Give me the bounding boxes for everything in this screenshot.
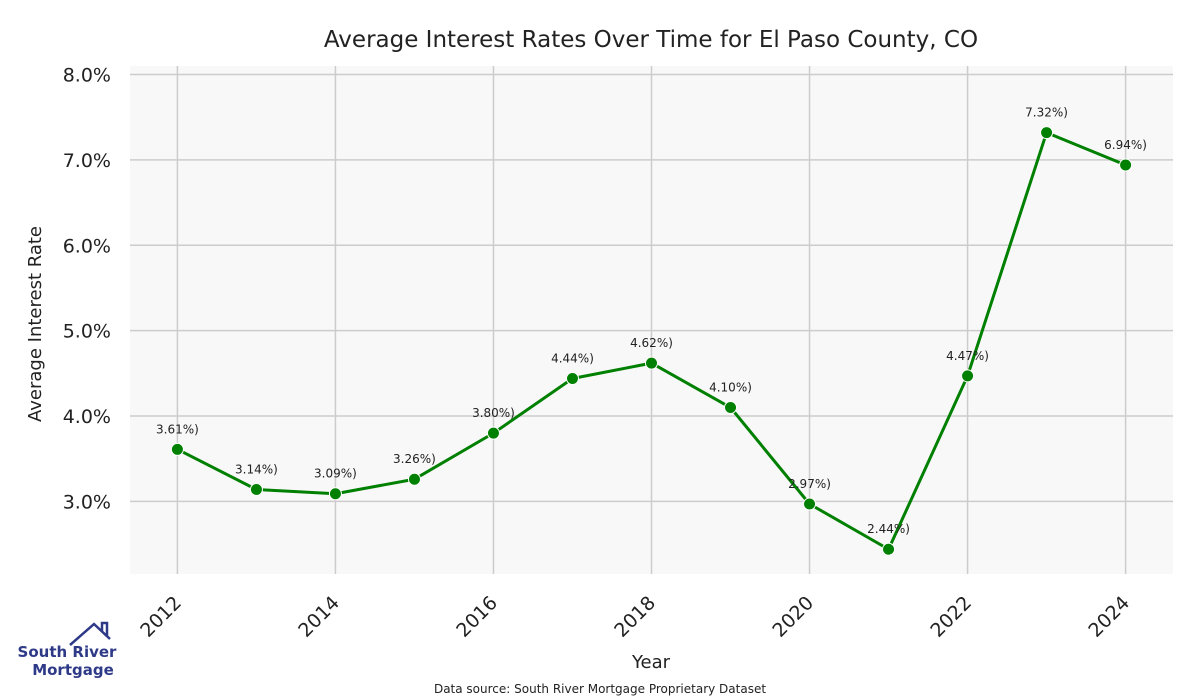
data-label-2013: 3.14%) [235,462,278,476]
data-points [170,126,1133,556]
x-tick-label: 2020 [768,592,818,642]
data-label-2024: 6.94%) [1104,138,1147,152]
y-tick-label: 3.0% [63,491,111,513]
x-tick-label: 2024 [1084,592,1134,642]
x-axis-ticks: 2012 2014 2016 2018 2020 2022 2024 [136,592,1134,642]
data-label-2018: 4.62%) [630,336,673,350]
x-tick-label: 2014 [294,592,344,642]
y-axis-label: Average Interest Rate [25,226,46,422]
data-label-2021: 2.44%) [867,522,910,536]
data-label-2020: 2.97%) [788,477,831,491]
y-tick-label: 4.0% [63,406,111,428]
y-tick-label: 8.0% [63,65,111,87]
data-point-2015 [407,472,421,486]
data-point-2022 [961,369,975,383]
x-axis-label: Year [631,652,671,673]
data-point-2019 [724,401,738,415]
x-tick-label: 2018 [610,592,660,642]
source-note: Data source: South River Mortgage Propri… [434,682,766,696]
x-tick-label: 2016 [452,592,502,642]
data-label-2017: 4.44%) [551,351,594,365]
data-point-2024 [1119,158,1133,172]
grid [130,66,1173,574]
chart-title: Average Interest Rates Over Time for El … [324,27,978,53]
data-point-2014 [328,487,342,501]
logo-text-line2: Mortgage [32,661,114,679]
company-logo: South River Mortgage [18,621,118,679]
data-label-2016: 3.80%) [472,406,515,420]
data-label-2014: 3.09%) [314,467,357,481]
data-label-2019: 4.10%) [709,381,752,395]
x-tick-label: 2012 [136,592,186,642]
data-labels: 3.61%) 3.14%) 3.09%) 3.26%) 3.80%) 4.44%) 4.62… [156,106,1147,537]
y-tick-label: 6.0% [63,235,111,257]
data-point-2016 [486,426,500,440]
data-point-2023 [1040,126,1054,140]
data-point-2021 [882,542,896,556]
data-point-2017 [565,371,579,385]
x-tick-label: 2022 [926,592,976,642]
data-label-2023: 7.32%) [1025,106,1068,120]
data-point-2020 [803,497,817,511]
house-roof-icon [69,621,111,646]
y-axis-ticks: 3.0% 4.0% 5.0% 6.0% 7.0% 8.0% [63,65,111,514]
logo-text-line1: South River [18,643,118,661]
y-tick-label: 7.0% [63,150,111,172]
data-label-2015: 3.26%) [393,452,436,466]
data-label-2022: 4.47%) [946,349,989,363]
data-point-2013 [249,482,263,496]
data-label-2012: 3.61%) [156,422,199,436]
data-point-2018 [645,356,658,370]
data-point-2012 [170,442,184,456]
y-tick-label: 5.0% [63,321,111,343]
